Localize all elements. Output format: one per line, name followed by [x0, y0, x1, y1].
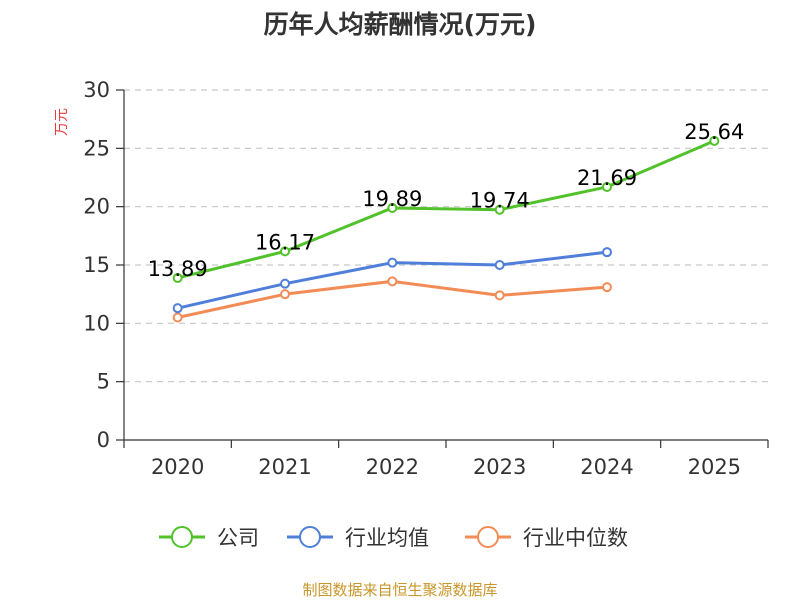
data-point[interactable] — [602, 181, 612, 192]
y-tick-label: 20 — [83, 195, 110, 219]
x-tick-label: 2025 — [688, 455, 741, 479]
data-point[interactable] — [494, 204, 505, 215]
legend-marker — [477, 526, 499, 548]
data-point[interactable] — [280, 289, 290, 300]
data-point[interactable] — [172, 312, 183, 323]
data-source-note: 制图数据来自恒生聚源数据库 — [302, 581, 497, 599]
legend-label: 行业均值 — [345, 526, 429, 550]
data-point[interactable] — [387, 276, 398, 287]
series-1 — [172, 247, 612, 314]
legend-item-1[interactable]: 行业均值 — [287, 526, 429, 550]
data-point[interactable] — [172, 303, 183, 314]
data-point[interactable] — [280, 278, 290, 289]
series-2 — [172, 276, 612, 323]
data-label: 19.89 — [362, 187, 422, 211]
x-tick-label: 2023 — [473, 455, 526, 479]
x-tick-label: 2021 — [258, 455, 311, 479]
legend-item-2[interactable]: 行业中位数 — [465, 526, 628, 550]
data-point[interactable] — [602, 282, 612, 293]
data-label: 19.74 — [470, 189, 530, 213]
x-tick-label: 2024 — [580, 455, 633, 479]
data-point[interactable] — [280, 246, 290, 257]
data-label: 16.17 — [255, 230, 315, 254]
legend-label: 行业中位数 — [523, 526, 628, 550]
y-tick-label: 10 — [83, 311, 110, 335]
y-tick-label: 5 — [97, 370, 110, 394]
series-line — [177, 279, 608, 319]
data-point[interactable] — [494, 290, 505, 301]
data-point[interactable] — [494, 260, 505, 270]
data-point[interactable] — [172, 272, 183, 283]
series-0 — [172, 135, 720, 283]
x-tick-label: 2020 — [151, 455, 204, 479]
data-label: 25.64 — [684, 120, 744, 144]
data-label: 13.89 — [148, 257, 208, 281]
data-label: 21.69 — [577, 166, 637, 190]
y-tick-label: 15 — [83, 253, 110, 277]
y-axis-label: 万元 — [54, 108, 70, 136]
y-tick-label: 0 — [97, 428, 110, 452]
chart-title: 历年人均薪酬情况(万元) — [264, 10, 537, 39]
data-point[interactable] — [602, 247, 612, 258]
legend-marker — [299, 526, 321, 548]
data-point[interactable] — [387, 202, 398, 213]
y-tick-label: 30 — [83, 78, 110, 102]
legend-label: 公司 — [217, 526, 259, 550]
legend-marker — [171, 526, 193, 548]
legend-item-0[interactable]: 公司 — [159, 526, 259, 550]
y-tick-label: 25 — [83, 136, 110, 160]
x-tick-label: 2022 — [366, 455, 419, 479]
data-point[interactable] — [709, 135, 720, 146]
data-point[interactable] — [387, 257, 398, 268]
series-line — [177, 139, 715, 280]
